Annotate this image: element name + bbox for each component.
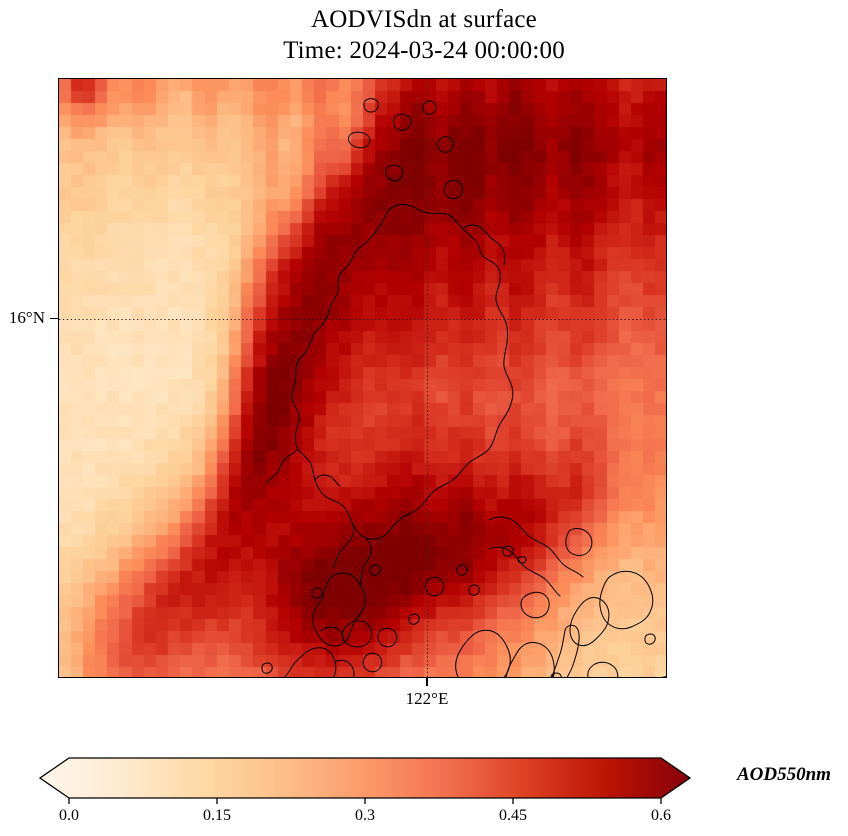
colorbar-ticklabel-4: 0.6	[651, 807, 671, 824]
colorbar-ticklabel-1: 0.15	[203, 807, 231, 824]
coastline-overlay	[261, 98, 666, 677]
aod-heatmap	[59, 79, 666, 677]
axis-label-longitude: 122°E	[405, 689, 449, 708]
title-line-variable: AODVISdn at surface	[311, 6, 537, 33]
colorbar-ticklabel-0: 0.0	[59, 807, 79, 824]
map-axes	[58, 78, 667, 678]
axis-label-latitude: 16°N	[8, 308, 45, 327]
colorbar[interactable]	[0, 752, 720, 804]
tick-mark-lon-122	[426, 678, 428, 686]
colorbar-ticklabel-2: 0.3	[355, 807, 375, 824]
title-line-time: Time: 2024-03-24 00:00:00	[283, 37, 565, 64]
figure-title: AODVISdn at surface Time: 2024-03-24 00:…	[0, 4, 848, 66]
colorbar-ticklabel-3: 0.45	[499, 807, 527, 824]
colorbar-label: AOD550nm	[737, 764, 831, 785]
colorbar-ticklabels: 0.0 0.15 0.3 0.45 0.6	[0, 806, 720, 830]
tick-mark-lat-16	[50, 317, 58, 320]
colorbar-body	[38, 757, 692, 799]
graticule-gridlines	[59, 79, 666, 677]
